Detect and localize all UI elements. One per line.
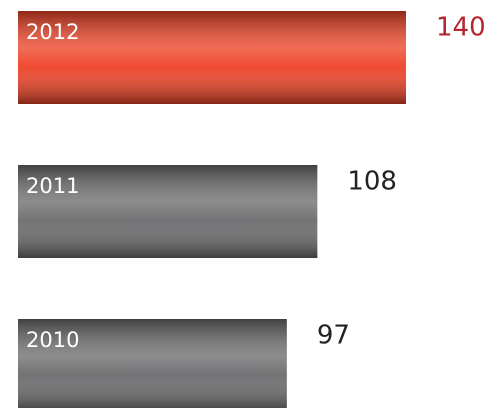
value-label: 140: [436, 13, 486, 43]
category-label: 2010: [26, 328, 79, 352]
category-label: 2011: [26, 174, 79, 198]
category-label: 2012: [26, 20, 79, 44]
value-label: 97: [317, 321, 350, 351]
value-label: 108: [347, 167, 397, 197]
